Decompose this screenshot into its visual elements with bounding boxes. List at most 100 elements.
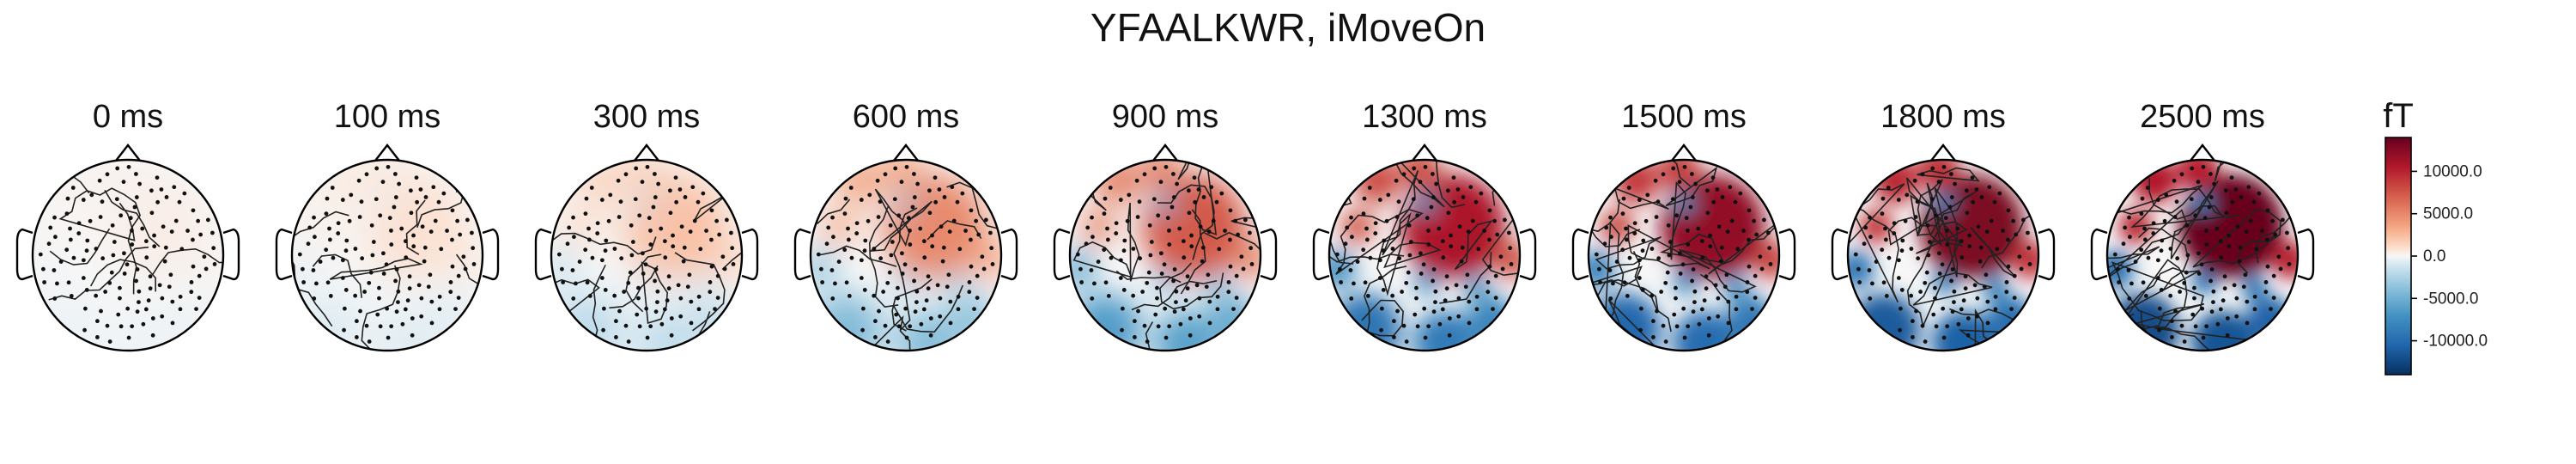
sensor-dot: [623, 323, 629, 328]
sensor-dot: [343, 288, 349, 292]
sensor-dot: [1632, 221, 1637, 226]
contour-line: [104, 189, 161, 247]
sensor-dot: [387, 216, 392, 221]
sensor-dot: [1666, 223, 1671, 228]
sensor-dot: [107, 280, 112, 285]
sensor-dot: [908, 324, 913, 329]
sensor-dot: [2186, 240, 2191, 244]
sensor-dot: [724, 217, 729, 223]
sensor-dot: [668, 211, 673, 216]
sensor-dot: [1171, 278, 1176, 284]
sensor-dot: [1900, 238, 1905, 243]
contour-line: [1916, 221, 1968, 254]
sensor-dot: [644, 306, 649, 311]
sensor-dot: [560, 266, 564, 272]
sensor-dot: [1691, 267, 1696, 272]
sensor-dot: [2252, 307, 2257, 312]
sensor-dot: [1452, 199, 1457, 205]
sensor-dot: [967, 290, 972, 295]
sensor-dot: [1910, 335, 1915, 339]
sensor-dot: [655, 300, 659, 304]
right-ear-outline: [482, 228, 500, 281]
sensor-dot: [1460, 245, 1465, 250]
sensor-dot: [97, 178, 102, 183]
sensor-dot: [130, 324, 135, 329]
panel-time-label: 600 ms: [853, 99, 960, 135]
sensor-dot: [1759, 266, 1765, 272]
sensor-dot: [1700, 255, 1705, 260]
sensor-dot: [1995, 247, 2000, 252]
sensor-dot: [109, 270, 114, 275]
topomap-panel: 1300 ms: [1312, 99, 1537, 352]
sensor-dot: [988, 230, 993, 235]
sensor-dot: [1626, 186, 1631, 190]
contour-line: [1335, 208, 1424, 275]
sensor-dot: [197, 296, 202, 301]
sensor-dot: [394, 309, 399, 314]
sensor-dot: [1455, 187, 1461, 192]
sensor-dot: [836, 259, 841, 264]
sensor-dot: [2185, 253, 2190, 258]
sensor-dot: [2139, 247, 2144, 253]
sensor-dot: [357, 215, 362, 219]
sensor-dot: [849, 255, 854, 260]
sensor-dot: [2235, 224, 2240, 229]
sensor-dot: [389, 228, 393, 233]
sensor-dot: [1735, 247, 1741, 252]
head-outline: [1587, 158, 1781, 352]
sensor-dot: [1971, 199, 1976, 205]
sensor-dot: [149, 188, 154, 193]
sensor-dot: [1105, 237, 1110, 242]
sensor-dot: [2246, 185, 2251, 190]
sensor-dot: [2245, 299, 2250, 304]
sensor-dot: [1637, 276, 1642, 280]
sensor-dot: [1461, 195, 1466, 199]
sensor-dot: [612, 247, 617, 251]
sensor-dot: [665, 298, 670, 303]
sensor-dot: [2193, 324, 2198, 329]
sensor-dot: [1941, 335, 1947, 340]
contour-line: [1177, 160, 1208, 180]
sensor-dot: [1443, 298, 1448, 303]
sensor-dot: [888, 223, 893, 228]
sensor-dot: [1149, 240, 1154, 244]
sensor-dot: [81, 276, 86, 280]
sensor-dot: [81, 198, 86, 202]
sensor-dot: [1979, 195, 1984, 199]
sensor-dot: [2159, 288, 2164, 292]
sensor-dot: [437, 294, 442, 299]
sensor-dot: [951, 218, 957, 223]
sensor-dot: [110, 223, 115, 228]
sensor-dot: [696, 307, 702, 312]
sensor-dot: [134, 278, 138, 284]
sensor-dot: [1716, 314, 1721, 319]
sensor-dot: [1659, 290, 1664, 294]
sensor-dot: [150, 316, 155, 321]
contour-line: [551, 264, 606, 351]
sensor-dot: [1078, 266, 1083, 272]
sensor-dot: [2020, 217, 2026, 223]
sensor-dot: [1355, 259, 1360, 264]
sensor-dot: [1716, 224, 1722, 229]
sensor-dot: [2190, 166, 2195, 171]
sensor-dot: [94, 247, 99, 251]
sensor-dot: [1132, 335, 1137, 339]
sensor-dot: [1948, 172, 1953, 176]
sensor-dot: [1637, 198, 1642, 202]
sensor-dot: [640, 180, 645, 185]
sensor-dot: [1215, 307, 1220, 312]
sensor-dot: [1186, 188, 1191, 193]
sensor-dot: [1640, 288, 1645, 292]
sensor-dot: [2238, 245, 2243, 250]
right-ear-outline: [2038, 228, 2056, 281]
sensor-dot: [826, 225, 831, 230]
sensor-dot: [386, 335, 391, 340]
field-blob: [2177, 160, 2219, 191]
sensor-dot: [456, 273, 461, 278]
contour-line: [1679, 248, 1757, 293]
head-outline: [2105, 158, 2300, 352]
contour-line: [1660, 233, 1726, 264]
sensor-dot: [942, 195, 947, 199]
sensor-dot: [374, 166, 380, 171]
sensor-dot: [2263, 290, 2269, 295]
